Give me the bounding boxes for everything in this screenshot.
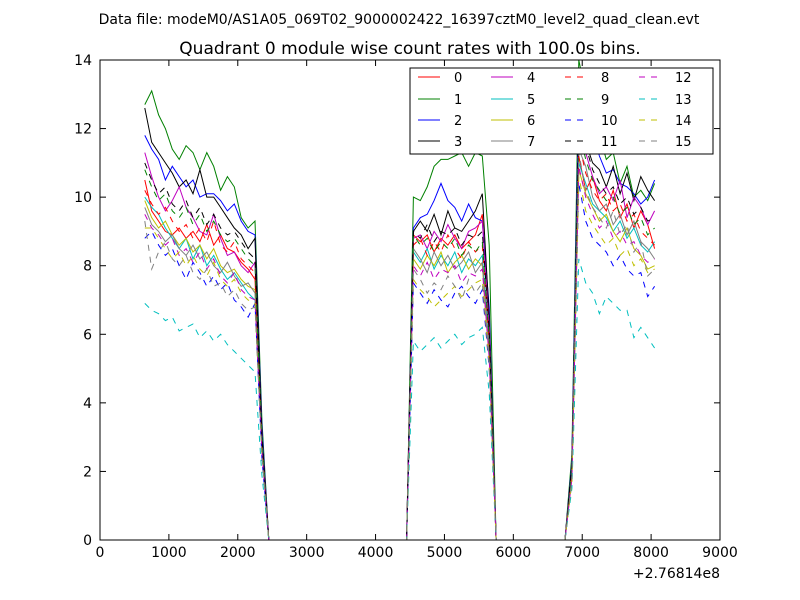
x-tick-label: 8000 bbox=[633, 545, 669, 561]
x-tick-label: 0 bbox=[96, 545, 105, 561]
legend-label: 0 bbox=[454, 71, 462, 86]
x-tick-label: 5000 bbox=[427, 545, 463, 561]
x-tick-label: 1000 bbox=[151, 545, 187, 561]
plot-frame bbox=[99, 59, 721, 541]
y-tick-label: 0 bbox=[83, 533, 92, 549]
x-tick-label: 3000 bbox=[289, 545, 325, 561]
legend-entry-11: 11 bbox=[565, 135, 618, 150]
series-line-9 bbox=[144, 128, 655, 541]
x-offset-label: +2.76814e8 bbox=[633, 566, 720, 582]
legend-entry-12: 12 bbox=[639, 71, 692, 86]
figure-suptitle: Data file: modeM0/AS1A05_069T02_90000024… bbox=[99, 12, 700, 28]
x-tick-label: 9000 bbox=[702, 545, 738, 561]
legend-entry-0: 0 bbox=[418, 71, 462, 86]
legend-label: 10 bbox=[601, 114, 618, 129]
legend-box bbox=[409, 67, 714, 155]
legend-label: 8 bbox=[601, 71, 609, 86]
legend-entry-8: 8 bbox=[565, 71, 609, 86]
legend-entry-13: 13 bbox=[639, 93, 692, 108]
legend-entry-10: 10 bbox=[565, 114, 618, 129]
legend-label: 7 bbox=[527, 135, 535, 150]
y-tick-label: 6 bbox=[83, 327, 92, 343]
legend-entry-3: 3 bbox=[418, 135, 462, 150]
legend-entry-6: 6 bbox=[491, 114, 535, 129]
y-tick-label: 8 bbox=[83, 259, 92, 275]
tick-layer: 0 1000 2000 3000 4000 5000 6000 7000 8000 9000 0 2 4… bbox=[74, 53, 738, 561]
legend-label: 4 bbox=[527, 71, 535, 86]
y-tick-label: 10 bbox=[74, 190, 92, 206]
x-tick-label: 7000 bbox=[564, 545, 600, 561]
y-tick-label: 4 bbox=[83, 396, 92, 412]
legend-label: 13 bbox=[675, 93, 692, 108]
y-tick-label: 14 bbox=[74, 53, 92, 69]
legend-entry-5: 5 bbox=[491, 93, 535, 108]
chart-title: Quadrant 0 module wise count rates with … bbox=[179, 39, 640, 59]
legend-label: 5 bbox=[527, 93, 535, 108]
legend-label: 2 bbox=[454, 114, 462, 129]
legend-entry-14: 14 bbox=[639, 114, 692, 129]
legend-label: 9 bbox=[601, 93, 609, 108]
legend-label: 1 bbox=[454, 93, 462, 108]
legend-label: 12 bbox=[675, 71, 692, 86]
y-tick-label: 2 bbox=[83, 464, 92, 480]
legend-label: 14 bbox=[675, 114, 692, 129]
y-tick-label: 12 bbox=[74, 122, 92, 138]
legend-label: 3 bbox=[454, 135, 462, 150]
x-tick-label: 6000 bbox=[496, 545, 532, 561]
series-line-15 bbox=[144, 152, 655, 541]
legend-label: 6 bbox=[527, 114, 535, 129]
legend-entry-2: 2 bbox=[418, 114, 462, 129]
legend-label: 11 bbox=[601, 135, 618, 150]
legend-entry-1: 1 bbox=[418, 93, 462, 108]
legend-entry-4: 4 bbox=[491, 71, 535, 86]
x-tick-label: 4000 bbox=[358, 545, 394, 561]
legend-label: 15 bbox=[675, 135, 692, 150]
x-tick-label: 2000 bbox=[220, 545, 256, 561]
legend-entry-9: 9 bbox=[565, 93, 609, 108]
legend-entry-15: 15 bbox=[639, 135, 692, 150]
legend-entry-7: 7 bbox=[491, 135, 535, 150]
